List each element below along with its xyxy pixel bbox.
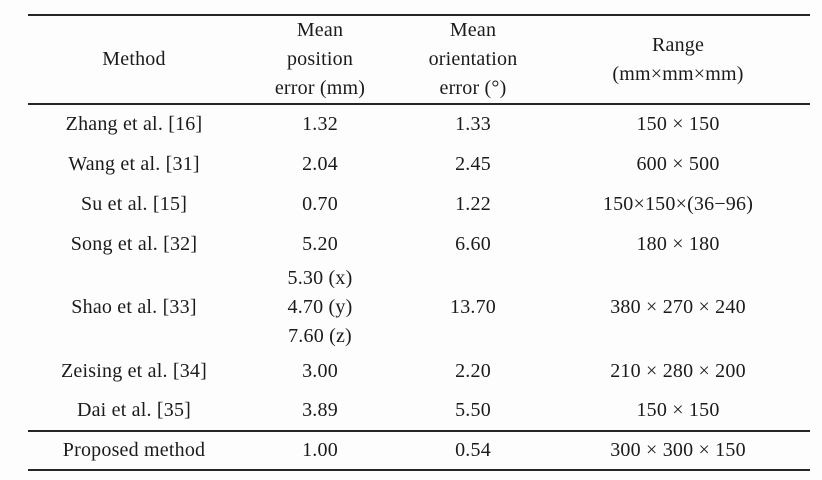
cell-orientation-error: 5.50 (455, 399, 491, 421)
cell-orientation-error: 1.33 (455, 113, 491, 135)
comparison-table: Method Mean position error (mm) Mean ori… (28, 14, 810, 471)
table-header: Method Mean position error (mm) Mean ori… (28, 15, 810, 105)
cell-position-error: 0.70 (302, 192, 338, 215)
cell-range: 150×150×(36−96) (602, 192, 754, 215)
table-row: Su et al. [15] 0.70 1.22 150×150×(36−96) (28, 184, 810, 224)
cell-method: Su et al. [15] (80, 192, 188, 215)
cell-range: 600 × 500 (636, 152, 720, 175)
table-row: Wang et al. [31] 2.04 2.45 600 × 500 (28, 144, 810, 184)
cell-orientation-error: 2.20 (455, 359, 491, 382)
cell-position-error: 5.20 (302, 232, 338, 255)
cell-method: Dai et al. [35] (76, 399, 192, 421)
cell-method: Shao et al. [33] (71, 296, 197, 318)
col-header-orientation-error: Mean orientation error (°) (400, 15, 546, 105)
cell-method: Zeising et al. [34] (61, 359, 207, 382)
cell-orientation-error: 1.22 (455, 192, 491, 215)
table-row-proposed: Proposed method 1.00 0.54 300 × 300 × 15… (28, 430, 810, 470)
cell-range: 150 × 150 (636, 399, 720, 421)
table-row: Dai et al. [35] 3.89 5.50 150 × 150 (28, 391, 810, 431)
table-footer: Proposed method 1.00 0.54 300 × 300 × 15… (28, 430, 810, 470)
cell-position-error: 3.89 (302, 399, 338, 421)
cell-position-error: 2.04 (302, 152, 338, 175)
cell-method: Song et al. [32] (70, 232, 198, 255)
table-body: Zhang et al. [16] 1.32 1.33 150 × 150 Wa… (28, 104, 810, 431)
cell-range: 300 × 300 × 150 (546, 430, 810, 470)
cell-method: Wang et al. [31] (68, 152, 200, 175)
col-header-range: Range (mm×mm×mm) (546, 15, 810, 105)
header-row: Method Mean position error (mm) Mean ori… (28, 15, 810, 105)
cell-position-error: 3.00 (302, 359, 338, 382)
table-row: Song et al. [32] 5.20 6.60 180 × 180 (28, 224, 810, 264)
cell-range: 180 × 180 (636, 232, 720, 255)
cell-method: Proposed method (28, 430, 240, 470)
cell-range: 150 × 150 (636, 113, 720, 135)
cell-position-error: 1.32 (302, 113, 338, 135)
col-header-position-error: Mean position error (mm) (240, 15, 400, 105)
table-row: Zeising et al. [34] 3.00 2.20 210 × 280 … (28, 351, 810, 391)
cell-method: Zhang et al. [16] (65, 113, 203, 135)
col-header-method: Method (28, 15, 240, 105)
cell-position-error: 1.00 (240, 430, 400, 470)
cell-orientation-error: 2.45 (455, 152, 491, 175)
cell-orientation-error: 13.70 (450, 296, 496, 318)
cell-range: 380 × 270 × 240 (610, 296, 746, 318)
cell-position-error: 5.30 (x) 4.70 (y) 7.60 (z) (287, 267, 353, 347)
cell-orientation-error: 0.54 (400, 430, 546, 470)
cell-orientation-error: 6.60 (455, 232, 491, 255)
cell-range: 210 × 280 × 200 (610, 359, 746, 382)
table-row: Shao et al. [33] 5.30 (x) 4.70 (y) 7.60 … (28, 264, 810, 351)
table-row: Zhang et al. [16] 1.32 1.33 150 × 150 (28, 104, 810, 144)
